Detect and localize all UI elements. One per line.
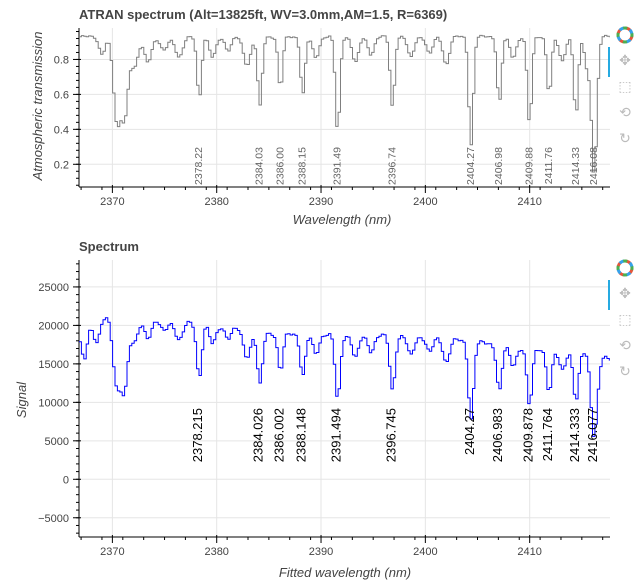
box-zoom-icon[interactable]: ⬚ (618, 312, 632, 328)
x-tick-label: 2410 (517, 546, 541, 558)
line-label: 2406.98 (493, 147, 505, 185)
line-label: 2414.333 (567, 408, 582, 462)
spectrum-series (79, 317, 610, 437)
bokeh-logo-icon[interactable] (614, 258, 636, 278)
pan-icon[interactable]: ✥ (619, 286, 631, 302)
spectrum-title: Spectrum (79, 239, 139, 254)
line-label: 2384.026 (251, 408, 266, 462)
wheel-zoom-icon[interactable]: ⟲ (619, 105, 631, 121)
x-tick-label: 2390 (309, 196, 333, 208)
x-tick-label: 2400 (413, 546, 437, 558)
y-tick-label: 25000 (38, 282, 69, 294)
spectrum-panel: Spectrum 2370 2380 2390 2400 2410 −5000 0 5000 1… (14, 239, 610, 580)
y-tick-label: 5000 (45, 436, 69, 448)
wheel-zoom-icon[interactable]: ⟲ (619, 338, 631, 354)
atran-xlabel: Wavelength (nm) (293, 212, 392, 227)
line-label: 2388.15 (297, 147, 309, 185)
x-tick-label: 2390 (309, 546, 333, 558)
line-label: 2404.27 (465, 147, 477, 185)
line-label: 2378.22 (193, 147, 205, 185)
line-label: 2409.88 (523, 147, 535, 185)
atran-line-labels: 2378.22 2384.03 2386.00 2388.15 2391.49 2396.… (193, 147, 600, 185)
y-tick-label: 0.2 (54, 159, 69, 171)
atran-panel: ATRAN spectrum (Alt=13825ft, WV=3.0mm,AM… (30, 7, 610, 227)
line-label: 2396.745 (383, 408, 398, 462)
y-tick-label: 10000 (38, 397, 69, 409)
atran-toolbar: ✥ ⬚ ⟲ ↻ (608, 25, 637, 149)
line-label: 2388.148 (294, 408, 309, 462)
line-label: 2416.08 (588, 147, 600, 185)
x-tick-label: 2380 (204, 196, 228, 208)
x-tick-label: 2400 (413, 196, 437, 208)
reset-icon[interactable]: ↻ (619, 131, 631, 147)
atran-ylabel: Atmospheric transmission (30, 32, 45, 182)
line-label: 2378.215 (190, 408, 205, 462)
spectrum-xlabel: Fitted wavelength (nm) (279, 565, 411, 580)
active-tool-indicator (608, 47, 610, 77)
series-line (79, 317, 610, 437)
line-label: 2406.983 (490, 408, 505, 462)
spectrum-ylabel: Signal (14, 381, 29, 418)
line-label: 2411.76 (543, 147, 555, 184)
line-label: 2391.49 (332, 147, 344, 185)
line-label: 2386.002 (271, 408, 286, 462)
spectrum-axes: 2370 2380 2390 2400 2410 −5000 0 5000 10000 15000… (38, 260, 610, 558)
line-label: 2416.077 (585, 408, 600, 462)
y-tick-label: 0.4 (54, 124, 69, 136)
active-tool-indicator (608, 280, 610, 310)
spectrum-grid (79, 260, 610, 537)
line-label: 2396.74 (386, 147, 398, 185)
line-label: 2386.00 (274, 147, 286, 185)
series-line (79, 34, 610, 173)
y-tick-label: 0.6 (54, 89, 69, 101)
line-label: 2391.494 (329, 408, 344, 462)
line-label: 2411.764 (540, 408, 555, 461)
y-tick-label: 20000 (38, 320, 69, 332)
atran-axes: 2370 2380 2390 2400 2410 0.2 0.4 0.6 0.8 (54, 28, 610, 208)
atran-title: ATRAN spectrum (Alt=13825ft, WV=3.0mm,AM… (79, 7, 447, 22)
box-zoom-icon[interactable]: ⬚ (618, 79, 632, 95)
x-tick-label: 2410 (517, 196, 541, 208)
atran-series (79, 34, 610, 173)
bokeh-logo-icon[interactable] (614, 25, 636, 45)
x-tick-label: 2380 (204, 546, 228, 558)
x-tick-label: 2370 (100, 196, 124, 208)
x-tick-label: 2370 (100, 546, 124, 558)
line-label: 2409.878 (520, 408, 535, 462)
y-tick-label: 0.8 (54, 54, 69, 66)
spectrum-line-labels: 2378.215 2384.026 2386.002 2388.148 2391.494… (190, 408, 600, 462)
line-label: 2404.27 (462, 408, 477, 455)
y-tick-label: 0 (63, 474, 69, 486)
line-label: 2384.03 (254, 147, 266, 185)
line-label: 2414.33 (570, 147, 582, 185)
spectrum-toolbar: ✥ ⬚ ⟲ ↻ (608, 258, 637, 382)
y-tick-label: 15000 (38, 359, 69, 371)
y-tick-label: −5000 (38, 513, 69, 525)
reset-icon[interactable]: ↻ (619, 364, 631, 380)
pan-icon[interactable]: ✥ (619, 53, 631, 69)
